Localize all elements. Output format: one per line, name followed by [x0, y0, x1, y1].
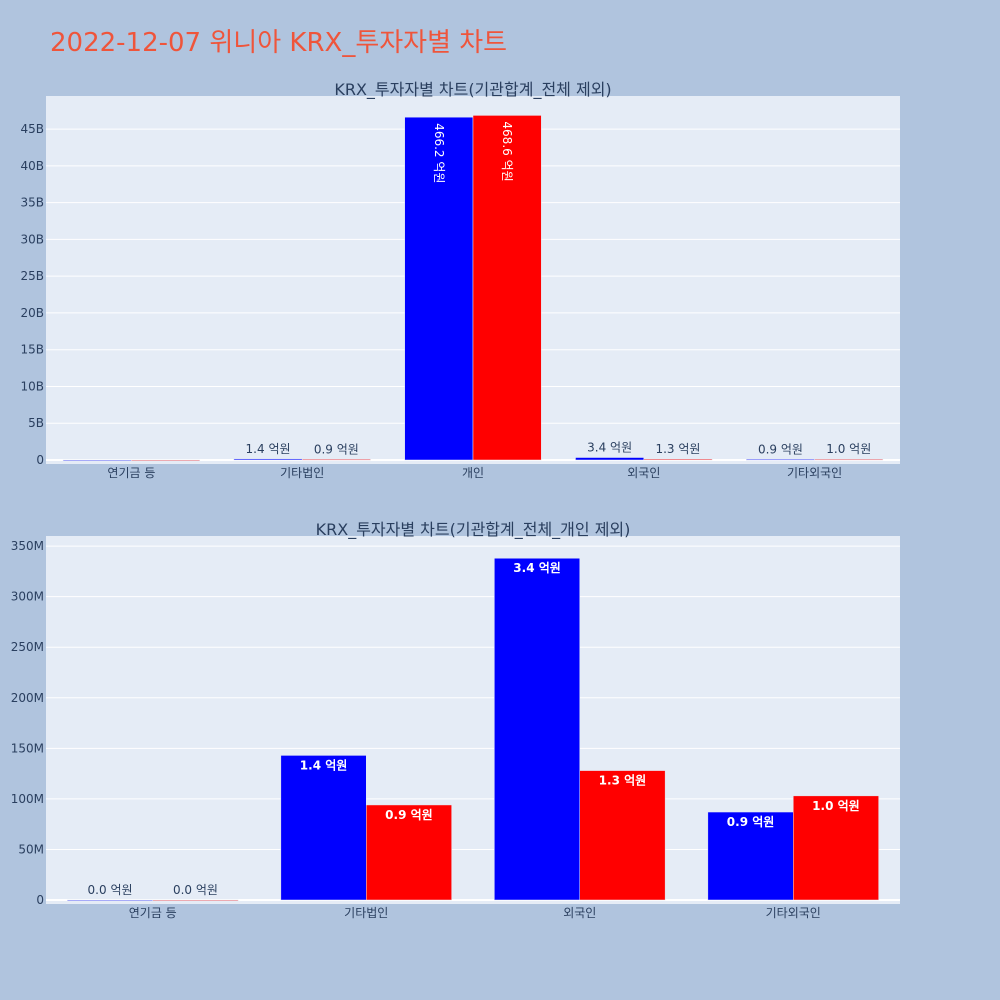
y-tick-label: 200M [11, 691, 44, 705]
data-label: 3.4 억원 [587, 441, 632, 455]
y-tick-label: 300M [11, 590, 44, 604]
x-tick-label: 외국인 [563, 906, 596, 920]
data-label: 0.0 억원 [88, 883, 133, 897]
bar-sell [131, 459, 200, 462]
bar-buy [67, 899, 153, 902]
data-label: 1.3 억원 [599, 774, 647, 788]
y-tick-label: 35B [20, 196, 44, 210]
bar-sell [643, 458, 713, 461]
bar-sell [793, 795, 879, 901]
y-tick-label: 10B [20, 379, 44, 393]
y-tick-label: 5B [28, 416, 44, 430]
x-tick-label: 기타외국인 [766, 906, 821, 920]
y-tick-label: 45B [20, 122, 44, 136]
data-label: 468.6 억원 [500, 121, 514, 181]
x-tick-label: 연기금 등 [129, 906, 177, 920]
data-label: 1.4 억원 [246, 442, 291, 456]
chart-title: KRX_투자자별 차트(기관합계_전체_개인 제외) [316, 520, 631, 540]
bar-buy [707, 811, 794, 901]
y-tick-label: 50M [18, 842, 44, 856]
data-label: 1.0 억원 [812, 799, 860, 813]
data-label: 1.0 억원 [826, 442, 871, 456]
y-tick-label: 0 [36, 453, 44, 467]
data-label: 466.2 억원 [432, 123, 446, 183]
y-tick-label: 150M [11, 741, 44, 755]
y-tick-label: 40B [20, 159, 44, 173]
page-title: 2022-12-07 위니아 KRX_투자자별 차트 [50, 28, 508, 58]
bar-sell [366, 804, 452, 901]
x-tick-label: 기타외국인 [787, 466, 842, 480]
data-label: 0.0 억원 [173, 883, 218, 897]
y-tick-label: 25B [20, 269, 44, 283]
bar-buy [575, 457, 645, 461]
y-tick-label: 30B [20, 232, 44, 246]
bar-sell [814, 458, 884, 461]
bar-buy [233, 458, 303, 461]
bar-buy [62, 459, 132, 462]
y-tick-label: 0 [36, 893, 44, 907]
bar-buy [746, 459, 815, 461]
bar-sell [152, 899, 239, 902]
bar-sell [579, 770, 666, 901]
data-label: 1.4 억원 [300, 758, 348, 772]
data-label: 0.9 억원 [727, 815, 775, 829]
data-label: 0.9 억원 [385, 808, 433, 822]
bar-buy [404, 116, 474, 461]
x-tick-label: 기타법인 [280, 466, 324, 480]
x-tick-label: 개인 [462, 466, 484, 480]
chart-2: 0 50M 100M 150M 200M 250M 300M 350M KRX_투자자별 차트(… [11, 520, 900, 920]
x-tick-label: 외국인 [627, 466, 660, 480]
bar-buy [280, 755, 367, 901]
data-label: 0.9 억원 [314, 442, 359, 456]
chart-title: KRX_투자자별 차트(기관합계_전체 제외) [334, 80, 611, 100]
y-tick-label: 20B [20, 306, 44, 320]
bar-buy [494, 557, 581, 901]
data-label: 1.3 억원 [655, 442, 700, 456]
y-tick-label: 100M [11, 792, 44, 806]
y-tick-label: 250M [11, 640, 44, 654]
data-label: 3.4 억원 [513, 561, 561, 575]
bar-sell [472, 115, 542, 461]
chart-1: 0 5B 10B 15B 20B 25B 30B 35B 40B 45B KRX_투자자별 차트(기… [20, 80, 900, 480]
bar-sell [301, 459, 371, 461]
x-tick-label: 연기금 등 [107, 466, 155, 480]
x-tick-label: 기타법인 [344, 906, 388, 920]
y-tick-label: 15B [20, 343, 44, 357]
data-label: 0.9 억원 [758, 442, 803, 456]
y-tick-label: 350M [11, 539, 44, 553]
